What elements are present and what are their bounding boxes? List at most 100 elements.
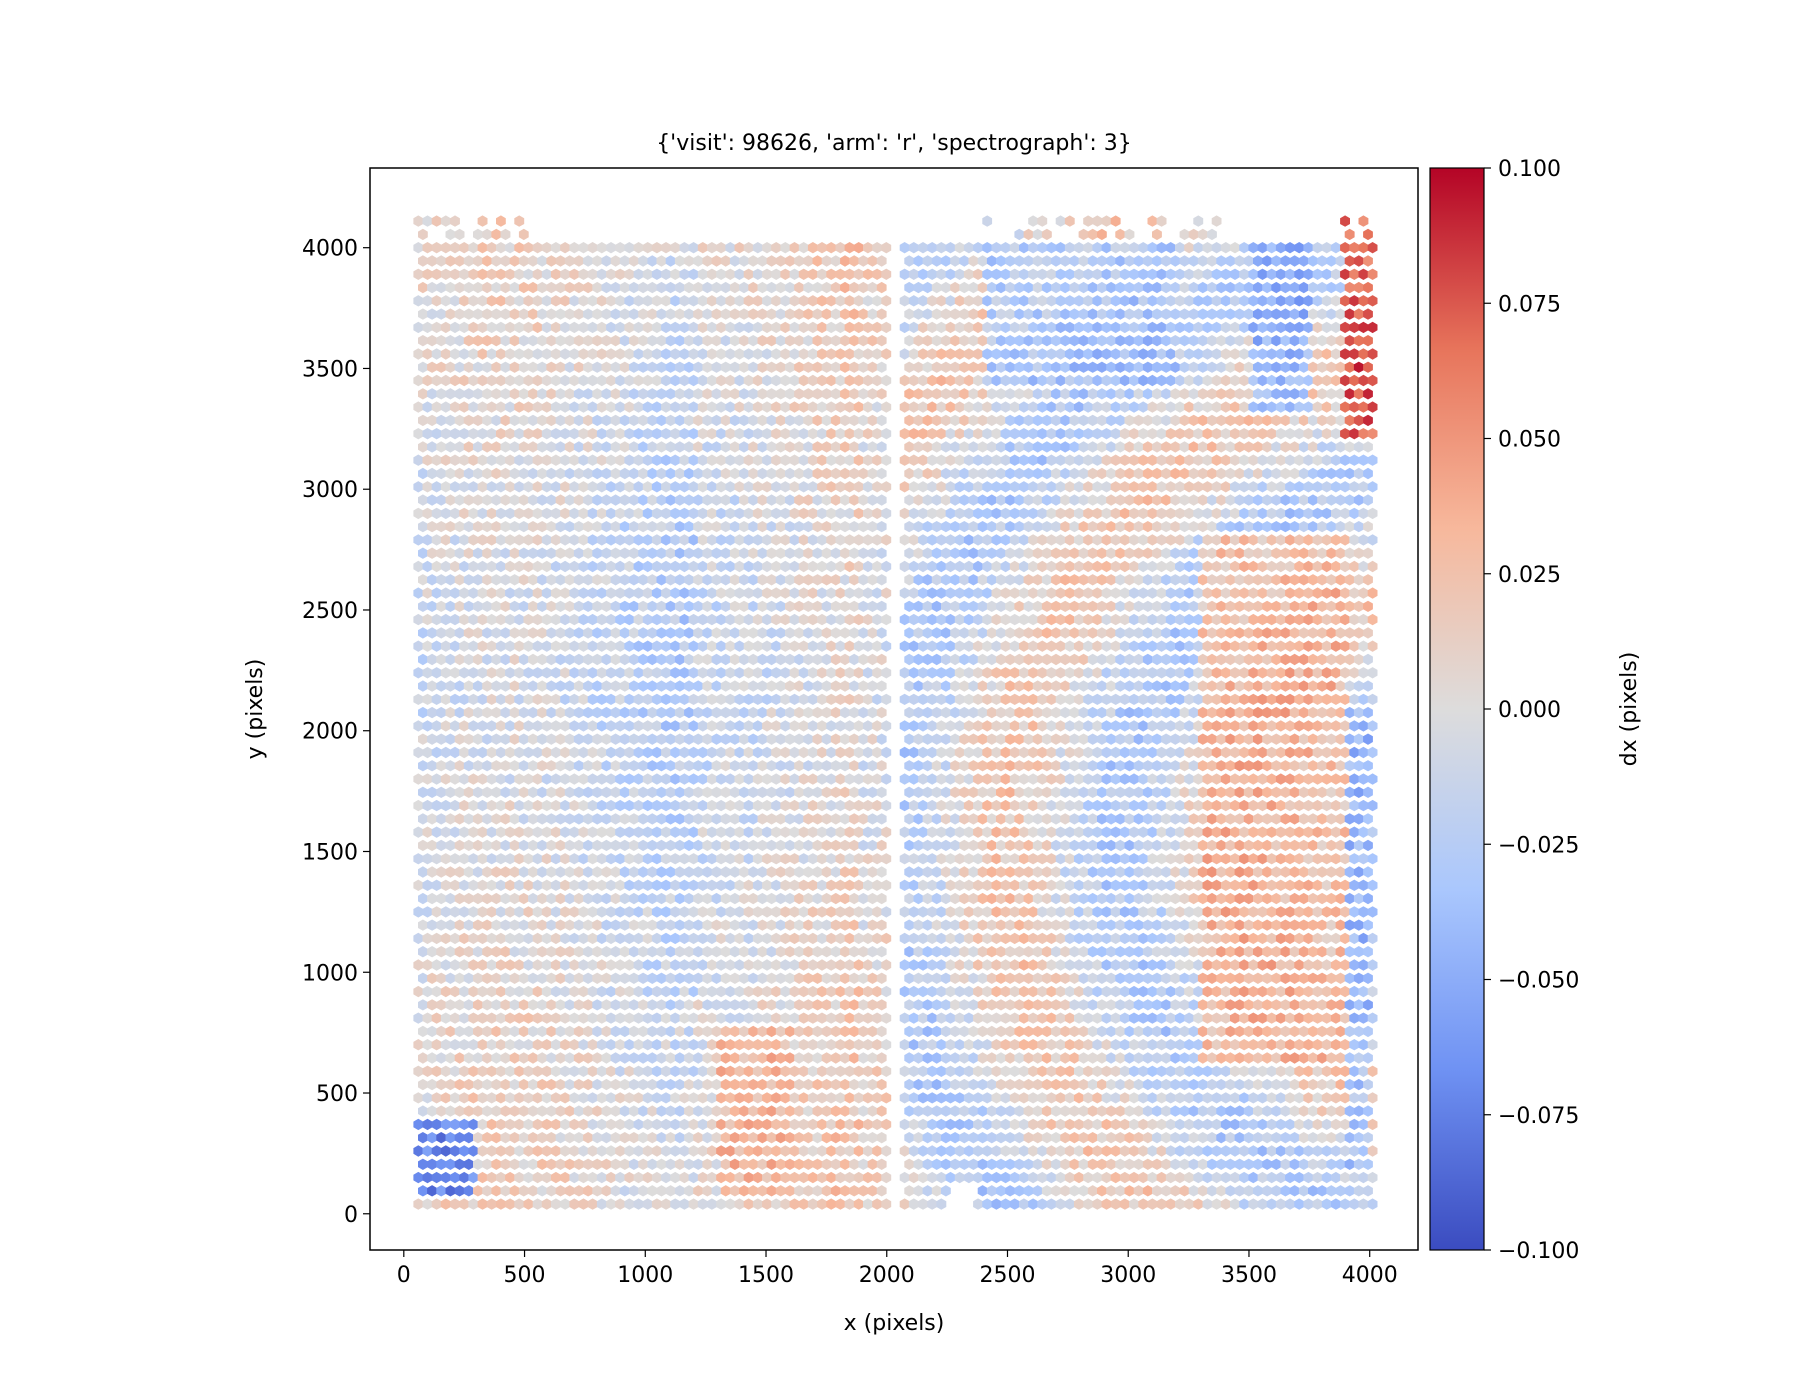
hexbin-cell — [679, 587, 690, 599]
hexbin-cell — [950, 760, 960, 772]
hexbin-cell — [904, 733, 915, 745]
hexbin-cell — [954, 1039, 965, 1051]
hexbin-cell — [794, 786, 804, 798]
hexbin-cell — [1193, 773, 1204, 785]
hexbin-cell — [1363, 706, 1373, 719]
hexbin-cell — [1230, 959, 1240, 971]
hexbin-cell — [1220, 613, 1231, 626]
hexbin-cell — [752, 879, 763, 891]
hexbin-cell — [1069, 1158, 1080, 1170]
hexbin-cell — [532, 613, 543, 626]
hexbin-cell — [638, 813, 648, 825]
hexbin-cell — [826, 773, 837, 785]
hexbin-cell — [794, 600, 804, 612]
hexbin-cell — [904, 760, 915, 772]
hexbin-cell — [1152, 1078, 1162, 1091]
hexbin-cell — [564, 733, 575, 745]
hexbin-cell — [454, 706, 465, 719]
hexbin-cell — [766, 627, 777, 639]
hexbin-cell — [1110, 693, 1121, 705]
hexbin-cell — [1275, 1118, 1286, 1131]
hexbin-cell — [849, 1025, 860, 1038]
hexbin-cell — [1363, 1025, 1373, 1038]
hexbin-cell — [876, 1078, 887, 1091]
hexbin-cell — [927, 1198, 938, 1210]
hexbin-cell — [427, 786, 437, 798]
hexbin-cell — [766, 999, 777, 1011]
hexbin-cell — [913, 1158, 924, 1170]
hexbin-cell — [908, 640, 919, 652]
hexbin-cell — [1106, 972, 1116, 984]
hexbin-cell — [853, 1171, 864, 1184]
hexbin-cell — [927, 587, 938, 599]
hexbin-cell — [1326, 813, 1337, 825]
hexbin-cell — [954, 1012, 965, 1024]
hexbin-cell — [968, 839, 979, 852]
hexbin-cell — [794, 946, 804, 958]
hexbin-cell — [936, 826, 947, 838]
hexbin-cell — [982, 693, 993, 705]
hexbin-cell — [684, 680, 694, 692]
hexbin-cell — [853, 959, 864, 971]
hexbin-cell — [1092, 720, 1103, 732]
hexbin-cell — [1014, 786, 1025, 798]
hexbin-cell — [505, 932, 515, 945]
hexbin-cell — [615, 773, 626, 785]
hexbin-cell — [794, 1158, 804, 1170]
hexbin-cell — [986, 600, 997, 612]
hexbin-cell — [996, 600, 1006, 612]
hexbin-cell — [707, 1118, 717, 1131]
hexbin-cell — [697, 1092, 708, 1104]
hexbin-cell — [1028, 1092, 1038, 1104]
hexbin-cell — [734, 746, 745, 759]
hexbin-cell — [697, 985, 708, 998]
hexbin-cell — [523, 720, 534, 732]
hexbin-cell — [1285, 667, 1295, 679]
hexbin-cell — [624, 959, 635, 971]
hexbin-cell — [826, 693, 837, 705]
hexbin-cell — [931, 892, 942, 905]
hexbin-cell — [1032, 839, 1043, 852]
hexbin-cell — [454, 1052, 465, 1064]
hexbin-cell — [830, 813, 841, 825]
hexbin-cell — [523, 587, 534, 599]
hexbin-cell — [950, 919, 960, 931]
hexbin-cell — [775, 892, 786, 905]
hexbin-cell — [1083, 1092, 1094, 1104]
hexbin-cell — [541, 587, 552, 599]
hexbin-cell — [1009, 1171, 1020, 1184]
hexbin-cell — [899, 826, 910, 838]
hexbin-cell — [743, 959, 754, 971]
hexbin-cell — [555, 999, 566, 1011]
hexbin-cell — [1280, 653, 1291, 666]
hexbin-cell — [1156, 667, 1167, 679]
hexbin-cell — [729, 1158, 740, 1170]
hexbin-cell — [1340, 959, 1350, 971]
hexbin-cell — [936, 1145, 947, 1157]
hexbin-cell — [1005, 999, 1016, 1011]
hexbin-cell — [413, 1198, 424, 1210]
hexbin-cell — [1298, 680, 1309, 692]
hexbin-cell — [436, 1132, 447, 1144]
hexbin-cell — [1353, 999, 1364, 1011]
hexbin-cell — [468, 613, 479, 626]
hexbin-cell — [1239, 1198, 1250, 1210]
hexbin-cell — [537, 1185, 548, 1197]
hexbin-cell — [771, 1065, 782, 1077]
hexbin-cell — [931, 1158, 942, 1170]
hexbin-cell — [1092, 640, 1103, 652]
hexbin-cell — [812, 680, 823, 692]
hexbin-cell — [1220, 985, 1231, 998]
hexbin-cell — [762, 773, 772, 785]
hexbin-cell — [1115, 919, 1126, 931]
hexbin-cell — [1046, 1039, 1057, 1051]
hexbin-cell — [537, 1078, 548, 1091]
hexbin-cell — [505, 879, 515, 891]
hexbin-cell — [674, 706, 685, 719]
hexbin-cell — [1230, 1118, 1240, 1131]
hexbin-cell — [463, 919, 474, 931]
hexbin-cell — [775, 574, 786, 586]
hexbin-cell — [1097, 1132, 1107, 1144]
hexbin-cell — [514, 560, 525, 573]
hexbin-cell — [1294, 1171, 1305, 1184]
